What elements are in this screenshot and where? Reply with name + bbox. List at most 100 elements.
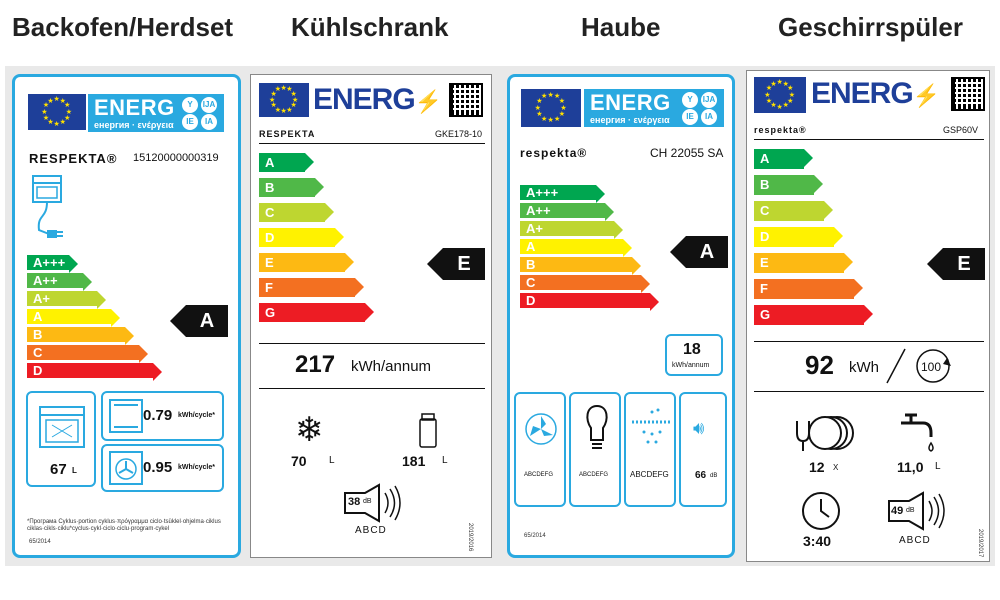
hood-grease-box: ABCDEFG [624,392,676,507]
hood-regulation: 65/2014 [524,533,546,539]
eu-star-icon: ★ [534,104,541,112]
eu-star-icon: ★ [268,96,276,104]
eu-star-icon: ★ [280,84,287,92]
hood-energ-banner: ENERG енергия · ενέργεια Y IJA IE IA [584,89,724,127]
eu-star-icon: ★ [53,120,60,128]
speaker-noise-icon [344,483,401,523]
eu-flag-icon: ★ ★ ★ ★ ★ ★ ★ ★ ★ ★ ★ ★ [754,77,806,113]
eu-star-icon: ★ [47,97,54,105]
hood-consumption-unit: kWh/annum [672,362,710,369]
energy-class-bar: A+++ [520,185,605,203]
dishwasher-noise-class: ABCD [899,535,931,546]
hood-light-box: ABCDEFG [569,392,621,507]
energy-class-bar: C [520,275,650,293]
eu-star-icon: ★ [290,90,297,98]
clock-icon [802,492,840,530]
eu-star-icon: ★ [41,108,48,116]
energy-class-bar: C [259,203,334,222]
lang-badge: IJA [201,97,217,113]
dishwasher-consumption: 92 [805,350,834,380]
eu-star-icon: ★ [42,102,50,110]
eu-star-icon: ★ [782,80,789,88]
oven-unit-2: kWh/cycle* [178,464,215,471]
dishwasher-place-unit: X [833,463,839,472]
dishwasher-cycles: 100 [921,360,942,374]
eu-flag-icon: ★ ★ ★ ★ ★ ★ ★ ★ ★ ★ ★ ★ [28,94,86,130]
dishwasher-model: GSP60V [943,125,979,135]
eu-star-icon: ★ [770,80,777,88]
energy-class-bar: A [520,239,632,257]
lang-badge: IE [682,109,698,125]
fridge-model: GKE178-10 [435,129,483,139]
oven-volume-icon [39,406,85,448]
divider [259,388,485,389]
eu-star-icon: ★ [286,86,293,94]
energy-class-bar: A+ [520,221,623,239]
eu-star-icon: ★ [541,93,548,101]
energ-title: ENERG [590,90,671,115]
fridge-bottle-icon [419,413,437,448]
energy-class-bar: A++ [520,203,614,221]
eu-star-icon: ★ [770,102,777,110]
oven-fan-box: 0.95 kWh/cycle* [101,444,224,492]
eu-star-icon: ★ [547,117,554,125]
energy-class-bar: B [259,178,324,197]
energy-class-bar: E [259,253,354,272]
fridge-fridge-unit: L [442,455,448,466]
fridge-noise-class: ABCD [355,525,387,536]
oven-model: 15120000000319 [133,152,219,164]
energy-class-bar: D [754,227,843,247]
dishwasher-brand: respekta® [754,125,807,135]
hood-grease-class: ABCDEFG [630,470,669,479]
oven-fan-icon [109,451,143,485]
eu-star-icon: ★ [59,119,66,127]
light-bulb-icon [586,404,608,449]
energy-class-bar: B [27,327,134,345]
energy-class-bar: A [754,149,813,169]
heading-fridge: Kühlschrank [291,12,449,42]
eu-flag-icon: ★ ★ ★ ★ ★ ★ ★ ★ ★ ★ ★ ★ [521,89,581,127]
divider [259,143,485,144]
oven-conventional-box: 0.79 kWh/cycle* [101,391,224,441]
lang-badge: IA [701,109,717,125]
speaker-noise-icon [888,491,945,531]
eu-star-icon: ★ [270,90,277,98]
oven-footnote: *Програма Cyklus·portion cyklus·πρόγραμμ… [27,519,221,532]
eu-star-icon: ★ [765,97,773,105]
lang-badge: Y [182,97,198,113]
lang-badge: IA [201,114,217,130]
hood-rating-arrow: A [670,236,728,268]
heading-hood: Haube [581,12,661,42]
hood-model: CH 22055 SA [650,146,724,160]
divider [754,139,984,140]
oven-rating-arrow: A [170,305,228,337]
eu-star-icon: ★ [47,119,54,127]
dishwasher-rating-arrow: E [927,248,985,280]
cycle-icon [916,349,951,383]
heading-oven: Backofen/Herdset [12,12,234,42]
eu-star-icon: ★ [274,106,281,114]
eu-star-icon: ★ [765,85,773,93]
oven-energ-banner: ENERG енергия · ενέργεια Y IJA IE IA [88,94,224,132]
dishwasher-energy-label: ★ ★ ★ ★ ★ ★ ★ ★ ★ ★ ★ ★ ENERG⚡ respekta® GSP60V E 9… [746,70,990,562]
eu-star-icon: ★ [776,103,783,111]
energy-class-bar: D [27,363,162,381]
energy-class-bar: A+++ [27,255,78,273]
energy-class-bar: A [259,153,314,172]
dishwasher-place-settings: 12 [809,459,825,475]
energy-class-bar: B [520,257,641,275]
hood-consumption: 18 [683,341,701,358]
fridge-freezer-volume: 70 [291,453,307,469]
fridge-freezer-unit: L [329,455,335,466]
eu-star-icon: ★ [292,96,299,104]
lang-badge: IJA [701,92,717,108]
eu-star-icon: ★ [553,93,561,101]
hood-energy-label: ★ ★ ★ ★ ★ ★ ★ ★ ★ ★ ★ ★ ENERG енергия · ενέργεια Y … [507,74,735,558]
eu-star-icon: ★ [764,91,771,99]
oven-conventional-icon [109,399,143,433]
energy-class-bar: A+ [27,291,106,309]
fridge-consumption: 217 [295,351,336,378]
energ-subtitle: енергия · ενέργεια [94,120,174,130]
divider [754,341,984,342]
dishes-icon [796,416,854,451]
